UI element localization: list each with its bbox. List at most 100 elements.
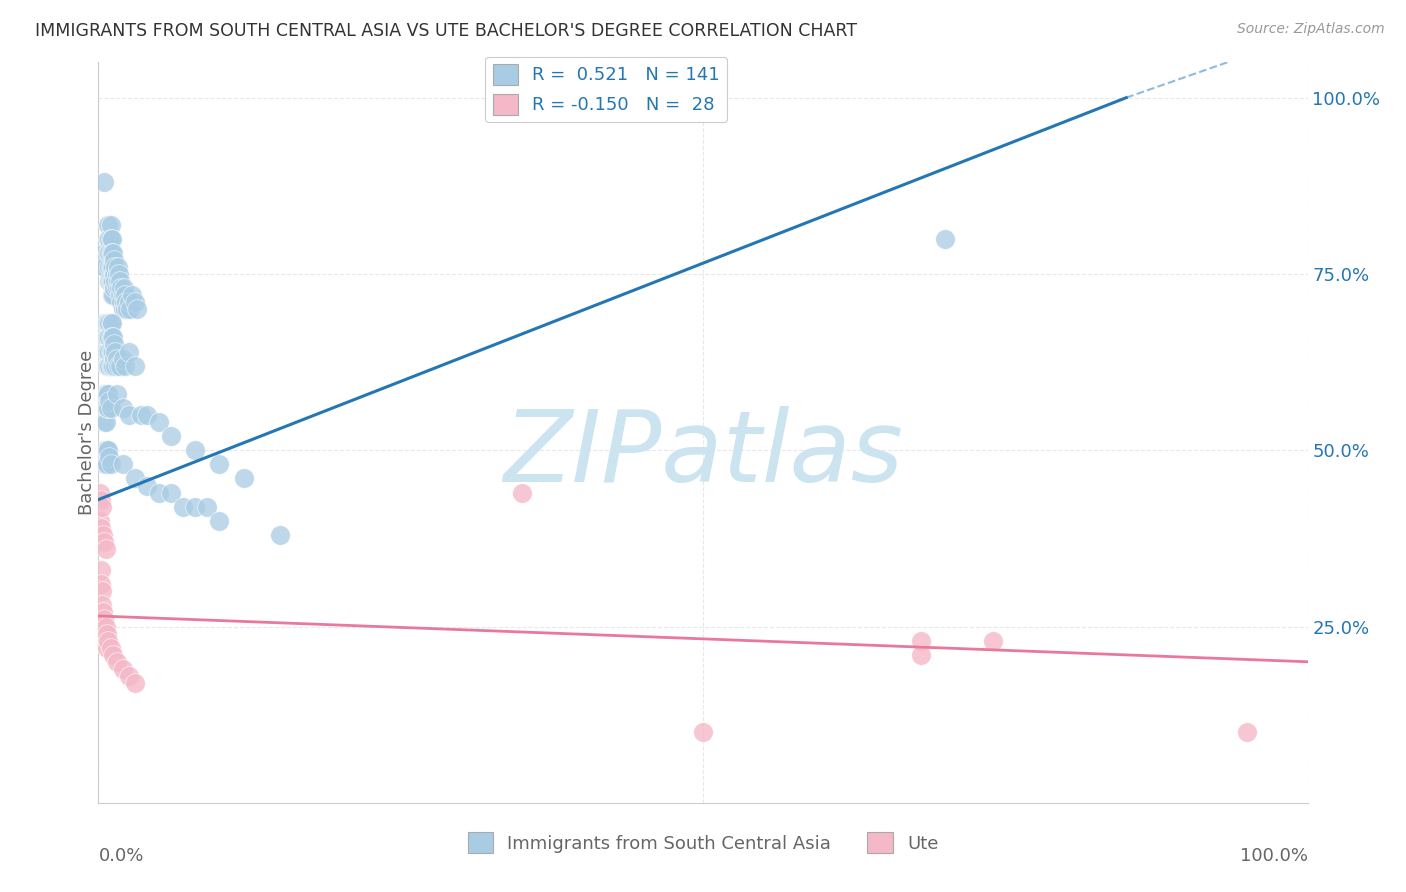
Point [100,260,122,274]
Point [94,443,117,458]
Point [96,330,118,344]
Point [100,274,122,288]
Point [98,330,121,344]
Point [208,514,231,528]
Point [910,648,932,662]
Point [97,218,120,232]
Point [118,344,141,359]
Point [97,316,120,330]
Point [96,344,118,359]
Point [121,288,143,302]
Point [692,725,714,739]
Point [93,330,115,344]
Point [91,619,114,633]
Point [111,401,134,415]
Point [148,485,170,500]
Point [98,344,121,359]
Point [100,288,122,302]
Point [93,344,115,359]
Point [111,662,134,676]
Point [100,316,122,330]
Point [111,302,134,317]
Point [101,288,124,302]
Point [101,359,124,373]
Point [135,408,157,422]
Point [103,337,125,351]
Point [981,633,1004,648]
Point [96,359,118,373]
Point [135,478,157,492]
Point [103,267,125,281]
Point [100,245,122,260]
Point [208,458,231,472]
Point [93,260,115,274]
Point [93,458,115,472]
Point [100,218,122,232]
Point [105,281,128,295]
Point [160,485,183,500]
Point [94,344,117,359]
Point [94,316,117,330]
Point [103,281,125,295]
Point [94,415,117,429]
Point [91,500,114,514]
Point [96,626,118,640]
Point [93,316,115,330]
Point [118,295,141,310]
Point [105,655,128,669]
Point [89,514,111,528]
Point [96,401,118,415]
Point [93,415,115,429]
Point [104,344,127,359]
Point [103,351,125,366]
Point [108,274,131,288]
Point [269,528,291,542]
Point [108,281,131,295]
Point [93,175,115,189]
Point [94,330,117,344]
Point [101,330,124,344]
Point [111,458,134,472]
Text: 100.0%: 100.0% [1240,847,1308,865]
Point [115,295,138,310]
Point [97,633,120,648]
Point [97,401,120,415]
Point [94,458,117,472]
Point [118,302,141,317]
Point [100,359,122,373]
Point [100,232,122,246]
Point [97,344,120,359]
Point [98,450,121,465]
Point [105,267,128,281]
Point [105,351,128,366]
Legend: Immigrants from South Central Asia, Ute: Immigrants from South Central Asia, Ute [460,825,946,861]
Point [97,245,120,260]
Point [93,612,115,626]
Point [118,408,141,422]
Point [100,260,122,274]
Point [124,295,146,310]
Point [91,528,114,542]
Point [89,485,111,500]
Point [98,359,121,373]
Point [100,401,122,415]
Point [101,344,124,359]
Point [91,606,114,620]
Point [101,260,124,274]
Point [110,295,132,310]
Point [100,330,122,344]
Point [94,633,117,648]
Point [510,485,533,500]
Point [97,387,120,401]
Point [1236,725,1258,739]
Point [195,500,218,514]
Point [97,330,120,344]
Point [127,302,149,317]
Point [96,387,118,401]
Point [172,500,194,514]
Point [104,274,127,288]
Point [124,676,146,690]
Point [98,274,121,288]
Point [101,648,124,662]
Point [105,387,128,401]
